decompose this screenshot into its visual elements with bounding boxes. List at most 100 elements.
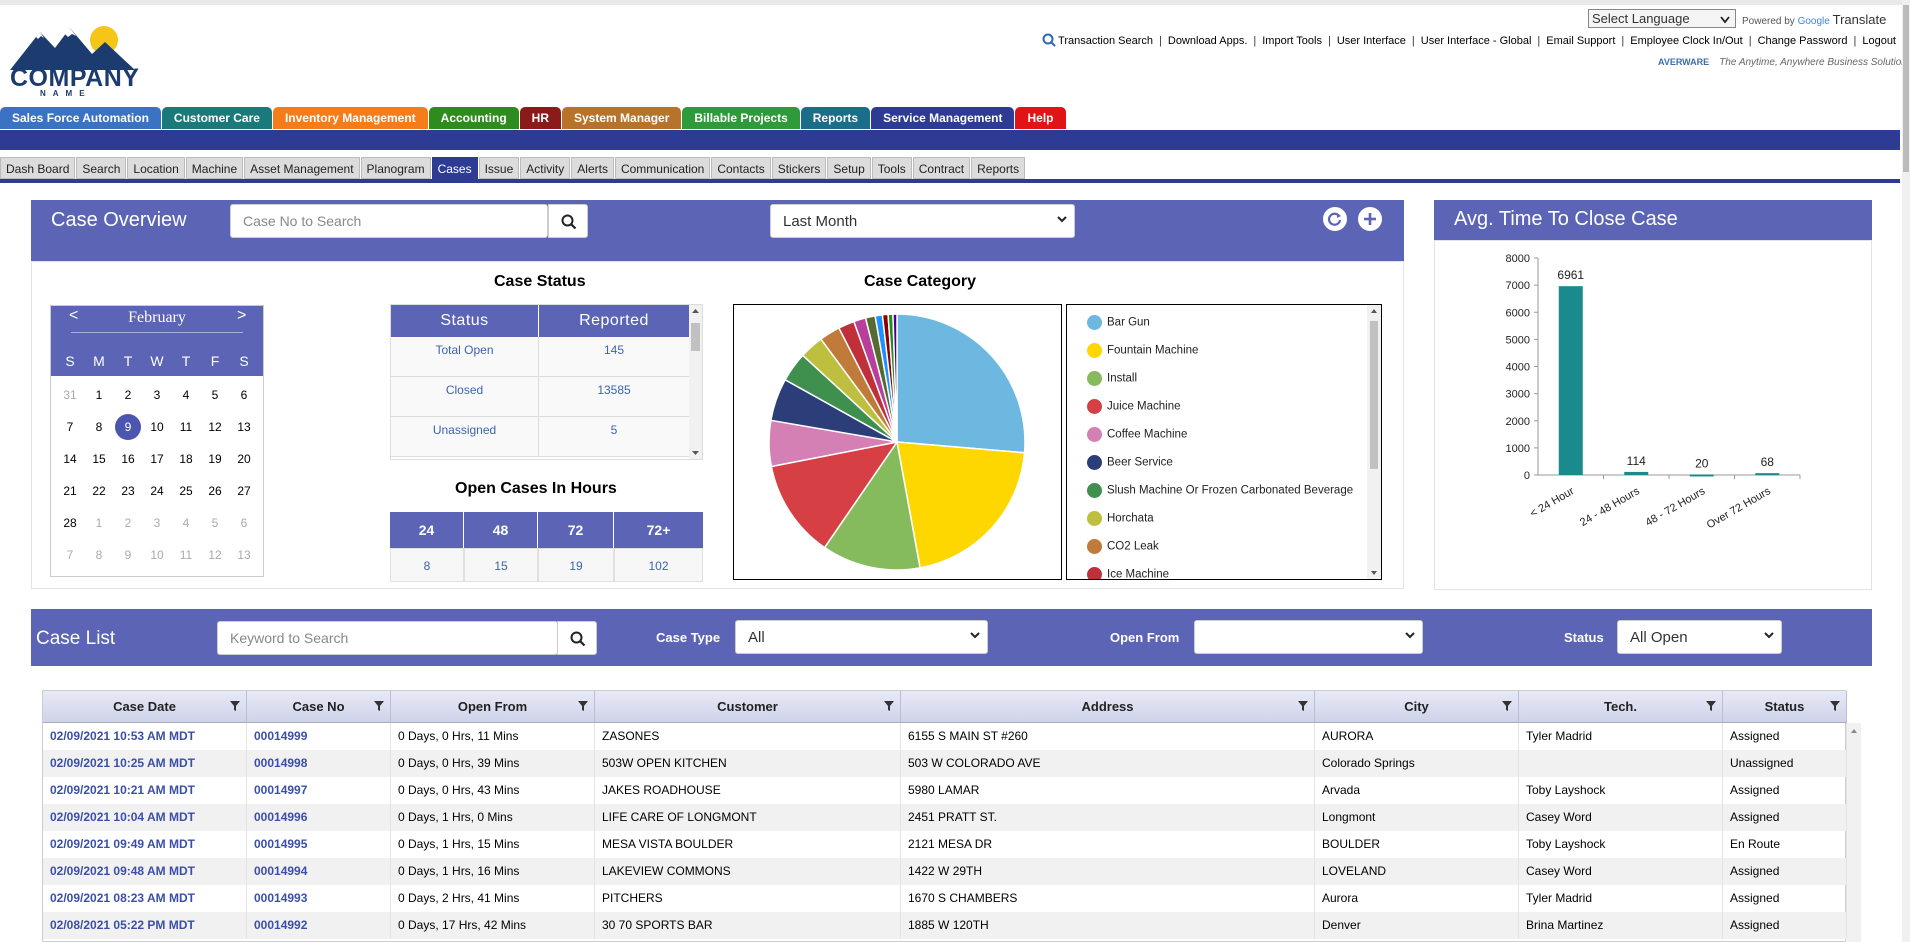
- case-grid-scrollbar[interactable]: [1847, 723, 1861, 942]
- module-tab-customer-care[interactable]: Customer Care: [161, 107, 272, 129]
- module-tab-reports[interactable]: Reports: [800, 107, 871, 129]
- language-select[interactable]: Select Language: [1588, 9, 1736, 28]
- case-link[interactable]: 02/09/2021 09:48 AM MDT: [43, 858, 247, 885]
- link-download-apps[interactable]: Download Apps.: [1167, 35, 1248, 47]
- calendar-day[interactable]: 11: [179, 548, 193, 562]
- legend-item[interactable]: Ice Machine: [1087, 567, 1169, 579]
- bar[interactable]: [1755, 473, 1780, 476]
- sub-tab-communication[interactable]: Communication: [614, 157, 711, 179]
- legend-item[interactable]: CO2 Leak: [1087, 539, 1159, 559]
- filter-icon[interactable]: [1502, 701, 1512, 711]
- open-from-select[interactable]: [1194, 620, 1423, 654]
- column-header[interactable]: Case Date: [43, 691, 247, 723]
- filter-icon[interactable]: [1830, 701, 1840, 711]
- module-tab-service-management[interactable]: Service Management: [871, 107, 1015, 129]
- table-row[interactable]: 02/09/2021 10:04 AM MDT 00014996 0 Days, 1…: [43, 804, 1847, 831]
- calendar-day[interactable]: 6: [240, 516, 248, 530]
- column-header[interactable]: Case No: [247, 691, 391, 723]
- case-link[interactable]: 02/09/2021 09:49 AM MDT: [43, 831, 247, 858]
- keyword-search-button[interactable]: [557, 621, 597, 655]
- case-link[interactable]: 02/09/2021 08:23 AM MDT: [43, 885, 247, 912]
- filter-icon[interactable]: [374, 701, 384, 711]
- sub-tab-asset-management[interactable]: Asset Management: [244, 157, 360, 179]
- legend-item[interactable]: Coffee Machine: [1087, 427, 1187, 447]
- module-tab-accounting[interactable]: Accounting: [428, 107, 519, 129]
- case-link[interactable]: 00014998: [247, 750, 391, 777]
- page-scrollbar-thumb[interactable]: [1903, 5, 1909, 172]
- calendar-day[interactable]: 18: [179, 452, 193, 466]
- case-link[interactable]: 02/09/2021 10:53 AM MDT: [43, 723, 247, 750]
- table-row[interactable]: 02/09/2021 10:53 AM MDT 00014999 0 Days, 0…: [43, 723, 1847, 750]
- legend-item[interactable]: Beer Service: [1087, 455, 1173, 475]
- calendar-day[interactable]: 10: [150, 420, 164, 434]
- calendar-day[interactable]: 17: [150, 452, 164, 466]
- legend-item[interactable]: Bar Gun: [1087, 315, 1150, 335]
- case-link[interactable]: 00014997: [247, 777, 391, 804]
- legend-item[interactable]: Horchata: [1087, 511, 1154, 531]
- calendar-day[interactable]: 8: [95, 420, 103, 434]
- calendar-day[interactable]: 10: [150, 548, 164, 562]
- sub-tab-location[interactable]: Location: [127, 157, 185, 179]
- calendar-day[interactable]: 8: [95, 548, 103, 562]
- case-status-label[interactable]: Closed: [391, 377, 539, 417]
- filter-icon[interactable]: [1706, 701, 1716, 711]
- column-header[interactable]: Tech.: [1519, 691, 1723, 723]
- link-user-interface[interactable]: User Interface: [1336, 35, 1406, 47]
- legend-item[interactable]: Fountain Machine: [1087, 343, 1198, 363]
- calendar-day[interactable]: 21: [63, 484, 77, 498]
- case-link[interactable]: 02/09/2021 10:04 AM MDT: [43, 804, 247, 831]
- calendar-day[interactable]: 24: [150, 484, 164, 498]
- calendar-day[interactable]: 2: [124, 516, 132, 530]
- sub-tab-reports[interactable]: Reports: [971, 157, 1026, 179]
- case-status-value[interactable]: 13585: [539, 377, 689, 417]
- sub-tab-search[interactable]: Search: [76, 157, 127, 179]
- sub-tab-issue[interactable]: Issue: [478, 157, 520, 179]
- column-header[interactable]: Open From: [391, 691, 595, 723]
- calendar-day[interactable]: 28: [63, 516, 77, 530]
- calendar-day[interactable]: 2: [124, 388, 132, 402]
- column-header[interactable]: City: [1315, 691, 1519, 723]
- case-link[interactable]: 00014999: [247, 723, 391, 750]
- case-link[interactable]: 00014992: [247, 912, 391, 939]
- legend-scrollbar-thumb[interactable]: [1370, 321, 1378, 469]
- module-tab-system-manager[interactable]: System Manager: [562, 107, 682, 129]
- module-tab-hr[interactable]: HR: [519, 107, 561, 129]
- sub-tab-planogram[interactable]: Planogram: [360, 157, 431, 179]
- sub-tab-setup[interactable]: Setup: [827, 157, 871, 179]
- case-type-select[interactable]: All: [735, 620, 988, 654]
- link-employee-clock[interactable]: Employee Clock In/Out: [1630, 35, 1743, 47]
- legend-item[interactable]: Juice Machine: [1087, 399, 1181, 419]
- sub-tab-dash-board[interactable]: Dash Board: [0, 157, 76, 179]
- module-tab-inventory-management[interactable]: Inventory Management: [272, 107, 428, 129]
- bar[interactable]: [1624, 471, 1649, 475]
- link-change-password[interactable]: Change Password: [1757, 35, 1848, 47]
- company-logo[interactable]: COMPANY NAME: [10, 22, 140, 102]
- filter-icon[interactable]: [1298, 701, 1308, 711]
- case-status-value[interactable]: 145: [539, 337, 689, 377]
- legend-item[interactable]: Slush Machine Or Frozen Carbonated Bever…: [1087, 483, 1353, 503]
- calendar-day[interactable]: 1: [95, 388, 103, 402]
- sub-tab-stickers[interactable]: Stickers: [771, 157, 827, 179]
- filter-icon[interactable]: [884, 701, 894, 711]
- table-row[interactable]: 02/09/2021 09:48 AM MDT 00014994 0 Days, 1…: [43, 858, 1847, 885]
- page-scrollbar[interactable]: [1902, 0, 1910, 942]
- open-hours-value[interactable]: 8: [390, 548, 464, 582]
- sub-tab-cases[interactable]: Cases: [431, 157, 478, 179]
- pie-slice[interactable]: [770, 440, 899, 549]
- calendar-day[interactable]: 4: [182, 516, 190, 530]
- link-transaction-search[interactable]: Transaction Search: [1058, 35, 1154, 47]
- calendar-day[interactable]: 14: [63, 452, 77, 466]
- case-link[interactable]: 00014993: [247, 885, 391, 912]
- calendar-day[interactable]: 3: [153, 388, 161, 402]
- calendar-day[interactable]: 13: [237, 548, 251, 562]
- calendar-day[interactable]: 12: [208, 548, 222, 562]
- calendar-day[interactable]: 26: [208, 484, 222, 498]
- filter-icon[interactable]: [230, 701, 240, 711]
- link-import-tools[interactable]: Import Tools: [1262, 35, 1322, 47]
- link-logout[interactable]: Logout: [1862, 35, 1896, 47]
- table-row[interactable]: 02/08/2021 05:22 PM MDT 00014992 0 Days, 1…: [43, 912, 1847, 939]
- calendar-day[interactable]: 12: [208, 420, 222, 434]
- sub-tab-activity[interactable]: Activity: [520, 157, 571, 179]
- translate-link[interactable]: Translate: [1832, 12, 1887, 27]
- sub-tab-contract[interactable]: Contract: [912, 157, 971, 179]
